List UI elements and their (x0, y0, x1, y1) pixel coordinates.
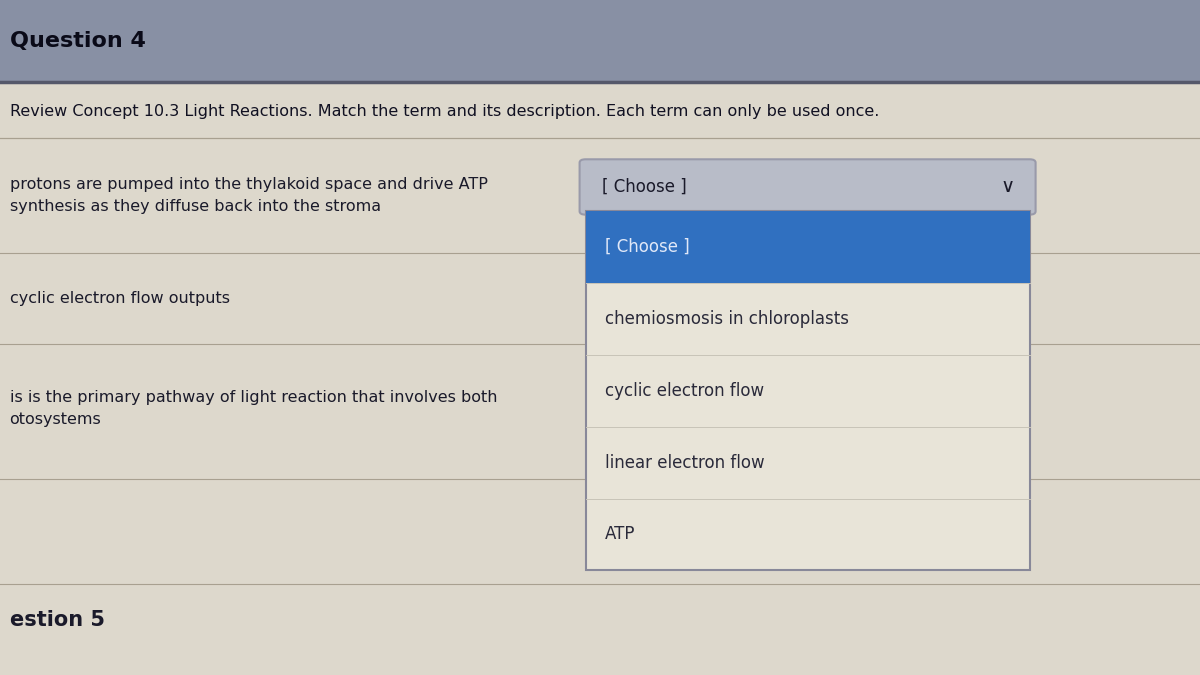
Text: is is the primary pathway of light reaction that involves both
otosystems: is is the primary pathway of light react… (10, 389, 497, 427)
Text: ∨: ∨ (1001, 178, 1015, 196)
Text: [ Choose ]: [ Choose ] (602, 178, 688, 196)
FancyBboxPatch shape (580, 159, 1036, 215)
Text: cyclic electron flow: cyclic electron flow (605, 382, 764, 400)
Text: linear electron flow: linear electron flow (605, 454, 764, 472)
FancyBboxPatch shape (586, 211, 1030, 283)
Text: Review Concept 10.3 Light Reactions. Match the term and its description. Each te: Review Concept 10.3 Light Reactions. Mat… (10, 104, 878, 119)
Text: Question 4: Question 4 (10, 31, 145, 51)
FancyBboxPatch shape (586, 211, 1030, 570)
Text: cyclic electron flow outputs: cyclic electron flow outputs (10, 291, 229, 306)
Text: ATP: ATP (605, 525, 635, 543)
Text: chemiosmosis in chloroplasts: chemiosmosis in chloroplasts (605, 310, 848, 328)
Text: protons are pumped into the thylakoid space and drive ATP
synthesis as they diff: protons are pumped into the thylakoid sp… (10, 177, 487, 215)
Text: [ Choose ]: [ Choose ] (605, 238, 690, 256)
FancyBboxPatch shape (0, 0, 1200, 82)
Text: estion 5: estion 5 (10, 610, 104, 630)
FancyBboxPatch shape (0, 82, 1200, 675)
